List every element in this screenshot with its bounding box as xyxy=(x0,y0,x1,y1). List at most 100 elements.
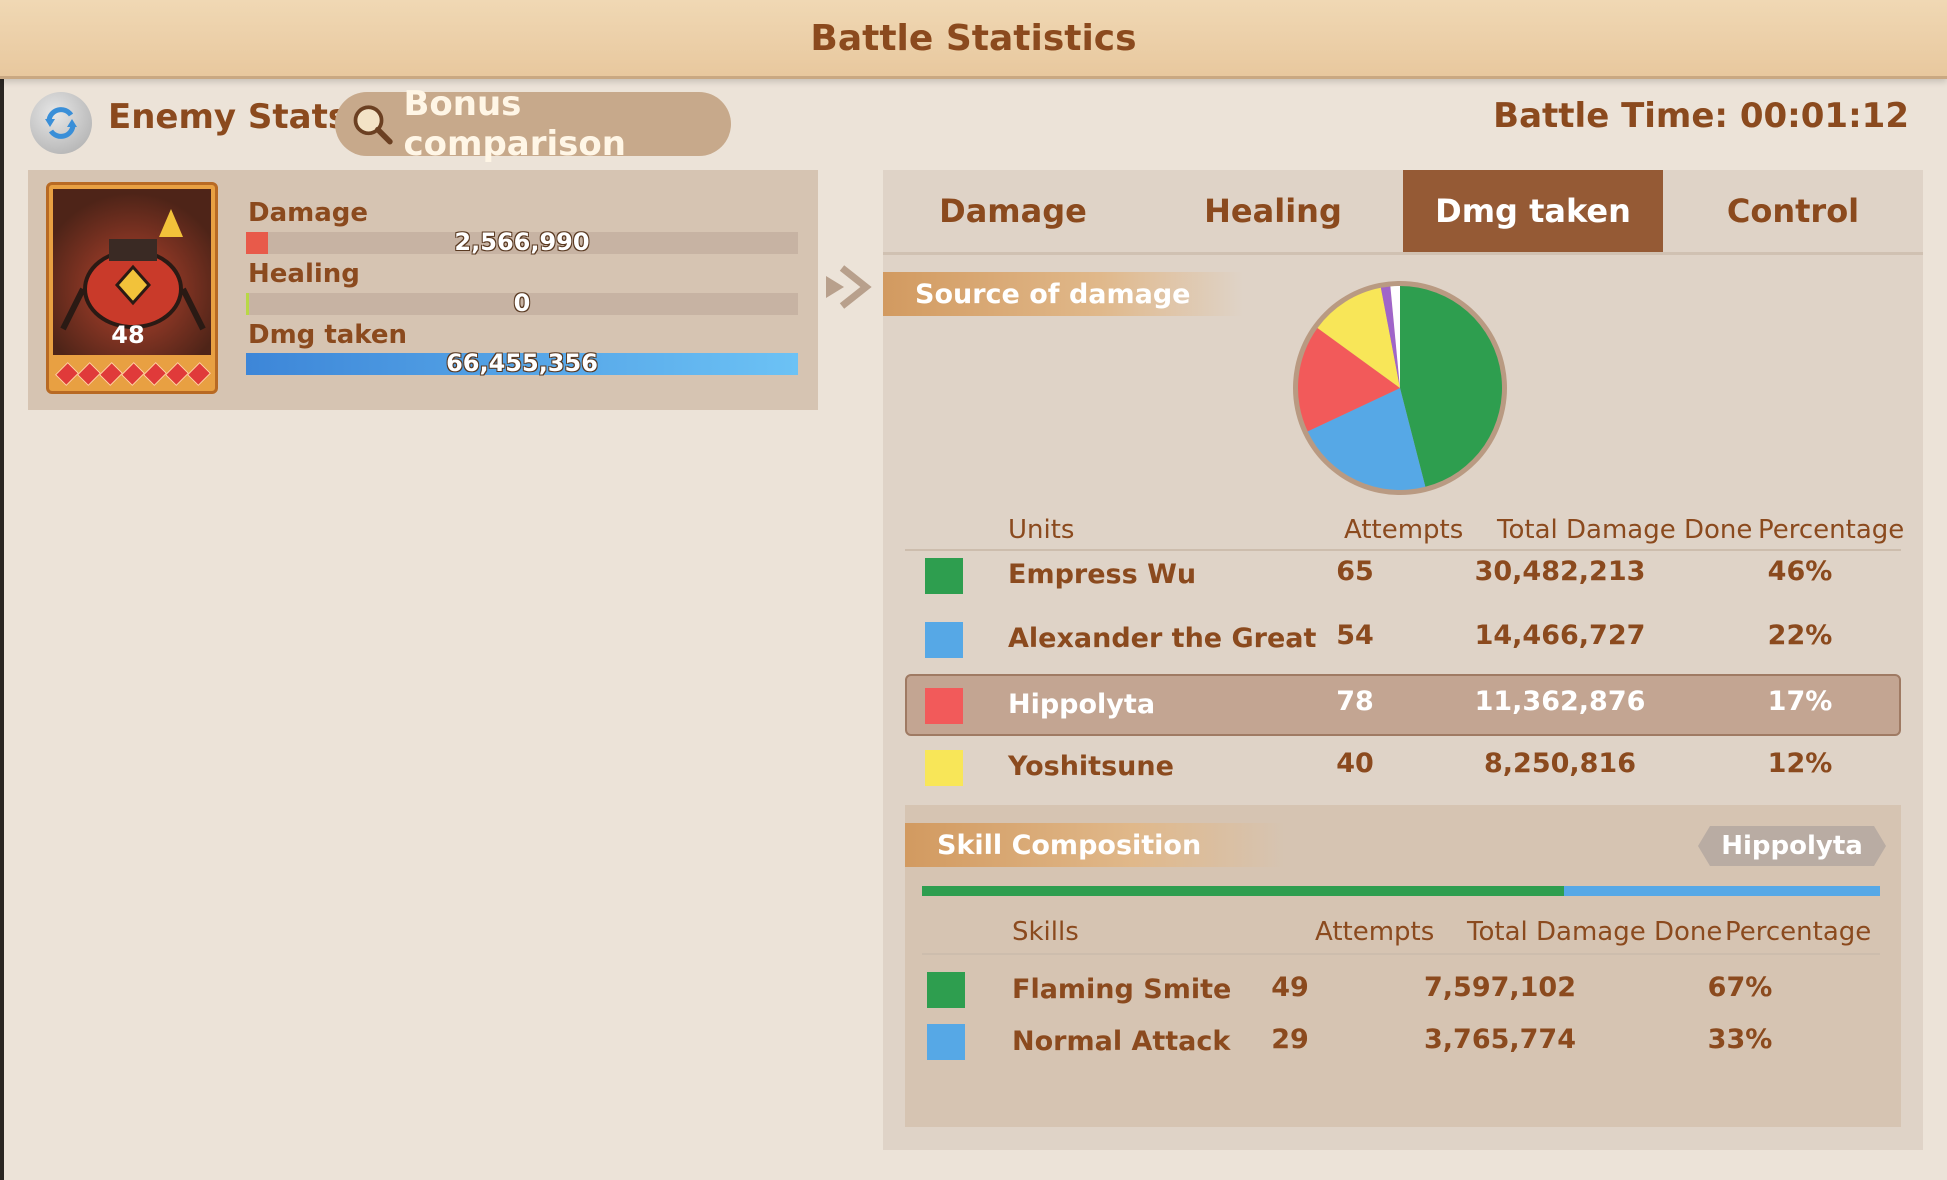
hero-star-rating xyxy=(54,361,212,387)
skill-composition-header: Skill Composition xyxy=(905,823,1285,867)
damage-label: Damage xyxy=(248,198,369,228)
skill-attempts: 29 xyxy=(1271,1024,1309,1055)
col-percentage: Percentage xyxy=(1758,515,1905,545)
dmg-taken-label: Dmg taken xyxy=(248,320,408,350)
star-icon xyxy=(54,361,80,387)
skill-composition-bar xyxy=(922,886,1880,896)
healing-bar-fill xyxy=(246,293,249,315)
star-icon xyxy=(76,361,102,387)
healing-label: Healing xyxy=(248,259,360,289)
unit-percentage: 46% xyxy=(1767,556,1833,587)
tab-damage[interactable]: Damage xyxy=(939,192,1087,230)
star-icon xyxy=(98,361,124,387)
unit-percentage: 17% xyxy=(1767,686,1833,717)
skill-total-damage: 3,765,774 xyxy=(1423,1024,1577,1055)
unit-color-swatch xyxy=(925,558,963,594)
skill-total-damage: 7,597,102 xyxy=(1423,972,1577,1003)
unit-color-swatch xyxy=(925,750,963,786)
refresh-arrows-icon xyxy=(45,107,77,139)
unit-total-damage: 14,466,727 xyxy=(1474,620,1646,651)
tab-control[interactable]: Control xyxy=(1726,192,1860,230)
bonus-comparison-button[interactable]: Bonus comparison xyxy=(335,84,731,164)
pie-slice-hippolyta xyxy=(1298,328,1400,432)
skill-color-swatch xyxy=(927,972,965,1008)
unit-row-alexander[interactable]: Alexander the Great 54 14,466,727 22% xyxy=(905,608,1901,670)
col-skill-attempts: Attempts xyxy=(1315,917,1435,947)
healing-bar: 0 xyxy=(246,289,798,317)
source-of-damage-header: Source of damage xyxy=(883,272,1243,316)
selected-hero-tag: Hippolyta xyxy=(1698,826,1886,866)
bonus-comparison-label: Bonus comparison xyxy=(403,84,626,164)
tab-bar: Damage Healing Dmg taken Control xyxy=(883,170,1923,255)
col-total-damage: Total Damage Done xyxy=(1497,515,1753,545)
skill-row-flaming-smite[interactable]: Flaming Smite 49 7,597,102 67% xyxy=(905,960,1901,1022)
page-title: Battle Statistics xyxy=(810,17,1137,59)
pie-slice-other-white xyxy=(1390,286,1400,388)
skill-bar-segment-0 xyxy=(922,886,1564,896)
unit-row-empress-wu[interactable]: Empress Wu 65 30,482,213 46% xyxy=(905,544,1901,606)
unit-color-swatch xyxy=(925,688,963,724)
hero-portrait[interactable]: 48 xyxy=(46,182,218,394)
unit-attempts: 78 xyxy=(1336,686,1374,717)
col-skill-total-damage: Total Damage Done xyxy=(1467,917,1723,947)
dmg-taken-bar-fill xyxy=(246,353,798,375)
star-icon xyxy=(120,361,146,387)
unit-total-damage: 30,482,213 xyxy=(1474,556,1646,587)
damage-bar: 2,566,990 xyxy=(246,228,798,256)
star-icon xyxy=(142,361,168,387)
tab-dmg-taken[interactable]: Dmg taken xyxy=(1403,170,1663,252)
unit-attempts: 65 xyxy=(1336,556,1374,587)
hero-avatar-art xyxy=(53,189,211,355)
unit-attempts: 54 xyxy=(1336,620,1374,651)
skill-attempts: 49 xyxy=(1271,972,1309,1003)
col-units: Units xyxy=(1008,515,1075,545)
pie-slice-alexander-the-great xyxy=(1307,388,1426,490)
unit-attempts: 40 xyxy=(1336,748,1374,779)
unit-name: Hippolyta xyxy=(1008,689,1156,720)
unit-percentage: 22% xyxy=(1767,620,1833,651)
col-skill-percentage: Percentage xyxy=(1725,917,1872,947)
skill-percentage: 67% xyxy=(1707,972,1773,1003)
damage-source-pie-chart xyxy=(1293,281,1507,495)
dmg-taken-value: 66,455,356 xyxy=(446,349,598,377)
unit-name: Yoshitsune xyxy=(1008,751,1174,782)
hero-level: 48 xyxy=(111,321,145,349)
damage-bar-fill xyxy=(246,232,269,254)
title-bar: Battle Statistics xyxy=(0,0,1947,79)
skill-name: Normal Attack xyxy=(1012,1026,1231,1057)
col-attempts: Attempts xyxy=(1344,515,1464,545)
unit-total-damage: 8,250,816 xyxy=(1483,748,1637,779)
skill-row-normal-attack[interactable]: Normal Attack 29 3,765,774 33% xyxy=(905,1012,1901,1074)
war-machine-icon xyxy=(60,209,206,331)
skill-name: Flaming Smite xyxy=(1012,974,1232,1005)
battle-time: Battle Time: 00:01:12 xyxy=(1493,96,1909,136)
healing-value: 0 xyxy=(513,289,531,317)
pie-slice-empress-wu xyxy=(1400,286,1503,487)
hero-stats-card: 48 Damage 2,566,990 Healing 0 Dmg taken … xyxy=(28,170,818,410)
pie-slice-other-purple xyxy=(1380,286,1400,388)
damage-value: 2,566,990 xyxy=(454,228,590,256)
skill-percentage: 33% xyxy=(1707,1024,1773,1055)
unit-name: Alexander the Great xyxy=(1008,623,1317,654)
unit-total-damage: 11,362,876 xyxy=(1474,686,1646,717)
unit-row-hippolyta[interactable]: Hippolyta 78 11,362,876 17% xyxy=(905,674,1901,736)
unit-percentage: 12% xyxy=(1767,748,1833,779)
dmg-taken-bar: 66,455,356 xyxy=(246,349,798,377)
skill-bar-segment-1 xyxy=(1563,886,1880,896)
magnifier-icon xyxy=(353,105,393,145)
switch-stats-button[interactable] xyxy=(30,92,92,154)
unit-name: Empress Wu xyxy=(1008,559,1197,590)
star-icon xyxy=(164,361,190,387)
unit-color-swatch xyxy=(925,622,963,658)
star-icon xyxy=(186,361,212,387)
pie-slice-yoshitsune xyxy=(1317,287,1400,388)
unit-row-yoshitsune[interactable]: Yoshitsune 40 8,250,816 12% xyxy=(905,736,1901,798)
tab-healing[interactable]: Healing xyxy=(1204,192,1342,230)
enemy-stats-label[interactable]: Enemy Stats xyxy=(108,97,349,137)
window-frame-edge xyxy=(0,0,4,1180)
col-skills: Skills xyxy=(1012,917,1079,947)
table-divider xyxy=(905,549,1901,551)
skill-table-divider xyxy=(922,953,1880,955)
skill-color-swatch xyxy=(927,1024,965,1060)
double-chevron-right-icon xyxy=(826,265,872,309)
